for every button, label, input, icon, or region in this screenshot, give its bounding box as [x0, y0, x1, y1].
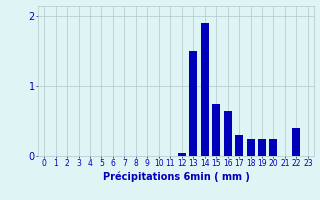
Bar	[224, 111, 232, 156]
Bar	[292, 128, 300, 156]
Bar	[269, 139, 277, 156]
X-axis label: Précipitations 6min ( mm ): Précipitations 6min ( mm )	[103, 171, 249, 182]
Bar	[246, 139, 254, 156]
Bar	[201, 23, 209, 156]
Bar	[258, 139, 266, 156]
Bar	[212, 104, 220, 156]
Bar	[189, 51, 197, 156]
Bar	[178, 153, 186, 156]
Bar	[235, 135, 243, 156]
